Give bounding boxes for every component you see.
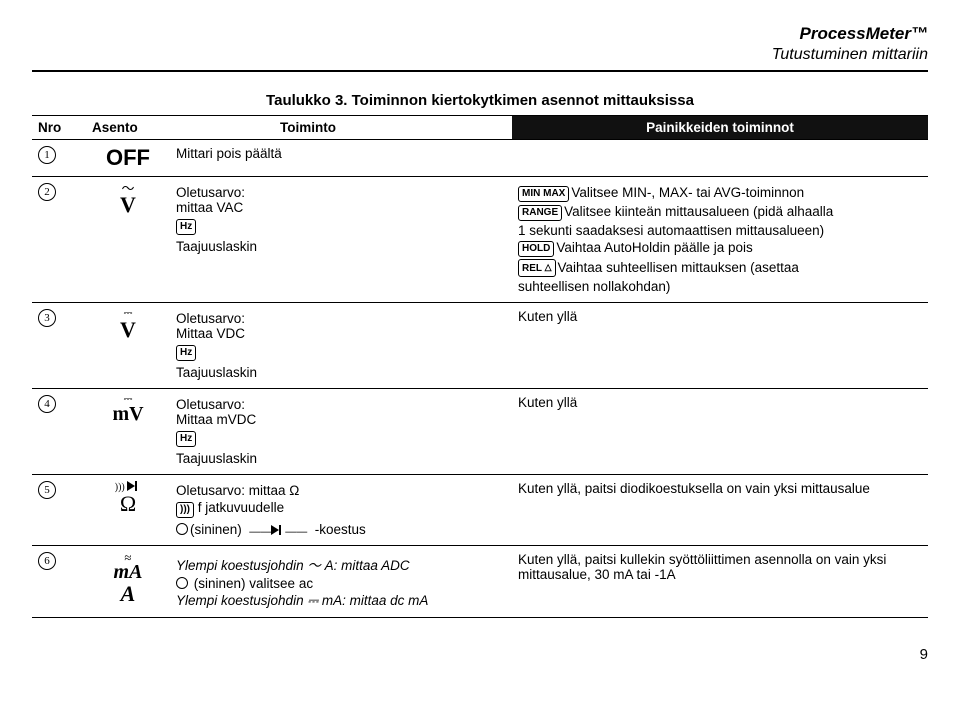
col-painikkeet: Painikkeiden toiminnot xyxy=(512,116,928,140)
rel-key: REL △ xyxy=(518,259,556,277)
col-nro: Nro xyxy=(32,116,86,140)
cont-icon: ))) xyxy=(176,502,194,518)
ohm-buttons: Kuten yllä, paitsi diodikoestuksella on … xyxy=(512,475,928,546)
mvdc-symbol: ⎓mV xyxy=(86,389,170,475)
vdc-function: Oletusarvo:Mittaa VDC Hz Taajuuslaskin xyxy=(170,303,512,389)
mvdc-buttons: Kuten yllä xyxy=(512,389,928,475)
vdc-buttons: Kuten yllä xyxy=(512,303,928,389)
row-num: 2 xyxy=(38,183,56,201)
vac-function: Oletusarvo:mittaa VAC Hz Taajuuslaskin xyxy=(170,177,512,303)
minmax-key: MIN MAX xyxy=(518,186,569,202)
range-key: RANGE xyxy=(518,205,562,221)
table-row: 4 ⎓mV Oletusarvo:Mittaa mVDC Hz Taajuusl… xyxy=(32,389,928,475)
vac-symbol: 〜V xyxy=(86,177,170,303)
row-num: 4 xyxy=(38,395,56,413)
row-num: 5 xyxy=(38,481,56,499)
row-num: 1 xyxy=(38,146,56,164)
ohm-function: Oletusarvo: mittaa Ω ))) f jatkuvuudelle… xyxy=(170,475,512,546)
ma-buttons: Kuten yllä, paitsi kullekin syöttöliitti… xyxy=(512,546,928,618)
col-asento: Asento xyxy=(86,116,170,140)
ohm-symbol: ))) Ω xyxy=(86,475,170,546)
hz-icon: Hz xyxy=(176,345,196,361)
table-title: Taulukko 3. Toiminnon kiertokytkimen ase… xyxy=(32,92,928,109)
blue-dot-icon xyxy=(176,523,188,535)
header-rule xyxy=(32,70,928,72)
blue-dot-icon xyxy=(176,577,188,589)
page-subtitle: Tutustuminen mittariin xyxy=(32,46,928,64)
col-toiminto: Toiminto xyxy=(170,116,512,140)
table-row: 6 ≈mAA Ylempi koestusjohdin 〜 A: mittaa … xyxy=(32,546,928,618)
hold-key: HOLD xyxy=(518,241,554,257)
diode-icon xyxy=(271,525,285,535)
page-number: 9 xyxy=(32,646,928,663)
hz-icon: Hz xyxy=(176,431,196,447)
ma-symbol: ≈mAA xyxy=(86,546,170,618)
table-row: 5 ))) Ω Oletusarvo: mittaa Ω ))) f jatku… xyxy=(32,475,928,546)
functions-table: Nro Asento Toiminto Painikkeiden toiminn… xyxy=(32,115,928,618)
hz-icon: Hz xyxy=(176,219,196,235)
mvdc-function: Oletusarvo:Mittaa mVDC Hz Taajuuslaskin xyxy=(170,389,512,475)
table-row: 3 ⎓V Oletusarvo:Mittaa VDC Hz Taajuuslas… xyxy=(32,303,928,389)
table-row: 2 〜V Oletusarvo:mittaa VAC Hz Taajuuslas… xyxy=(32,177,928,303)
row-num: 6 xyxy=(38,552,56,570)
row-num: 3 xyxy=(38,309,56,327)
vdc-symbol: ⎓V xyxy=(86,303,170,389)
ma-function: Ylempi koestusjohdin 〜 A: mittaa ADC (si… xyxy=(170,546,512,618)
off-function: Mittari pois päältä xyxy=(170,140,512,177)
page-product: ProcessMeter™ xyxy=(32,24,928,44)
vac-buttons: MIN MAXValitsee MIN-, MAX- tai AVG-toimi… xyxy=(512,177,928,303)
off-label: OFF xyxy=(106,145,150,170)
table-row: 1 OFF Mittari pois päältä xyxy=(32,140,928,177)
off-buttons xyxy=(512,140,928,177)
